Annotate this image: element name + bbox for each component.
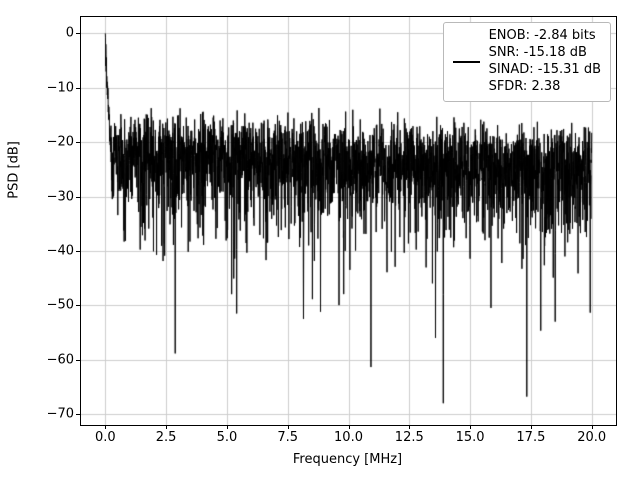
y-tick-mark [76, 305, 80, 307]
x-tick-mark [226, 425, 228, 429]
x-tick-mark [591, 425, 593, 429]
x-tick-label: 20.0 [577, 430, 607, 445]
y-tick-mark [76, 142, 80, 144]
x-tick-label: 5.0 [216, 430, 238, 445]
y-tick-mark [76, 87, 80, 89]
x-tick-label: 17.5 [516, 430, 546, 445]
legend: ENOB: -2.84 bits SNR: -15.18 dB SINAD: -… [442, 22, 611, 102]
y-tick-mark [76, 33, 80, 35]
y-axis-label: PSD [dB] [6, 141, 22, 199]
y-tick-mark [76, 414, 80, 416]
x-tick-mark [470, 425, 472, 429]
x-tick-label: 0.0 [94, 430, 116, 445]
y-tick-mark [76, 250, 80, 252]
x-tick-mark [166, 425, 168, 429]
x-axis-label: Frequency [MHz] [292, 452, 403, 467]
y-tick-label: 0 [65, 25, 74, 41]
x-tick-label: 12.5 [394, 430, 424, 445]
y-tick-label: −60 [46, 352, 74, 368]
legend-sinad: SINAD: -15.31 dB [488, 61, 601, 77]
x-tick-label: 15.0 [455, 430, 485, 445]
y-tick-label: −40 [46, 243, 74, 259]
y-tick-label: −10 [46, 80, 74, 96]
x-tick-mark [348, 425, 350, 429]
legend-sfdr: SFDR: 2.38 [488, 78, 561, 94]
x-tick-label: 10.0 [334, 430, 363, 445]
x-tick-mark [530, 425, 532, 429]
x-tick-label: 7.5 [277, 430, 299, 445]
legend-snr: SNR: -15.18 dB [488, 44, 587, 60]
legend-line-sample [452, 60, 480, 63]
x-tick-mark [287, 425, 289, 429]
y-tick-label: −50 [46, 297, 74, 313]
y-tick-mark [76, 359, 80, 361]
legend-enob: ENOB: -2.84 bits [488, 28, 596, 43]
y-tick-label: −20 [46, 134, 74, 150]
x-tick-mark [409, 425, 411, 429]
y-tick-label: −70 [46, 406, 74, 422]
y-tick-mark [76, 196, 80, 198]
y-tick-label: −30 [46, 189, 74, 205]
x-tick-mark [105, 425, 107, 429]
legend-text: ENOB: -2.84 bits SNR: -15.18 dB SINAD: -… [489, 28, 601, 96]
x-tick-label: 2.5 [155, 430, 177, 445]
